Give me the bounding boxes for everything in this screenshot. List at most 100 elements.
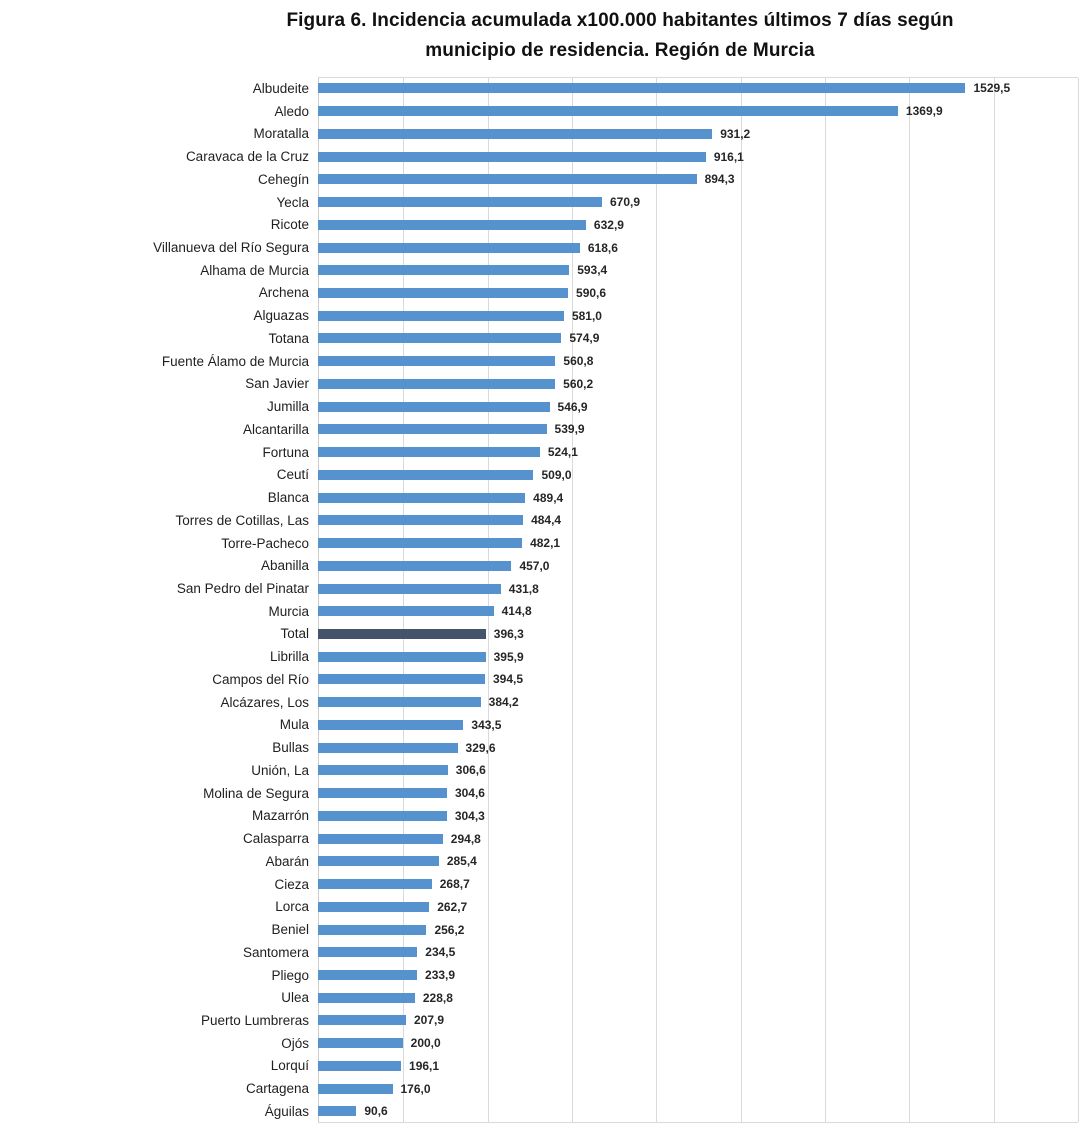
chart-row: Villanueva del Río Segura 618,6 [0,236,1080,259]
bar-track: 574,9 [318,327,1080,350]
category-label: Lorquí [270,1058,309,1074]
bar [318,765,448,776]
bar [318,992,415,1003]
chart-row: San Pedro del Pinatar 431,8 [0,577,1080,600]
chart-row: Cartagena 176,0 [0,1077,1080,1100]
value-label: 457,0 [519,558,550,573]
gridline [993,78,995,1122]
bar-track: 560,8 [318,350,1080,373]
gridline [740,78,742,1122]
bar-chart: Albudeite 1529,5 Aledo 1369,9 Moratalla 931,2… [0,77,1080,1125]
category-label: Cehegín [257,171,309,187]
bar-track: 618,6 [318,236,1080,259]
bar [318,378,556,389]
value-label: 196,1 [409,1058,440,1073]
bar-track: 414,8 [318,600,1080,623]
bar [318,810,447,821]
category-label: Murcia [268,603,309,619]
bar-track: 431,8 [318,577,1080,600]
category-label: Calasparra [242,831,309,847]
category-label: Aledo [274,103,309,119]
category-label: Cieza [274,876,309,892]
bar [318,606,494,617]
chart-row: Jumilla 546,9 [0,395,1080,418]
bar [318,174,697,185]
bar-track: 539,9 [318,418,1080,441]
bar [318,492,526,503]
bar-track: 581,0 [318,304,1080,327]
chart-row: San Javier 560,2 [0,373,1080,396]
bar-track: 306,6 [318,759,1080,782]
bar [318,515,524,526]
chart-row: Mula 343,5 [0,714,1080,737]
value-label: 396,3 [493,626,524,641]
bar [318,538,523,549]
category-label: Jumilla [266,399,309,415]
chart-row: Moratalla 931,2 [0,122,1080,145]
bar [318,424,547,435]
category-label: Moratalla [253,126,309,142]
value-label: 329,6 [465,740,496,755]
category-label: Ulea [281,990,309,1006]
value-label: 574,9 [569,331,600,346]
chart-row: Mazarrón 304,3 [0,805,1080,828]
bar [318,742,458,753]
category-label: Alhama de Murcia [200,262,309,278]
bar-track: 1369,9 [318,100,1080,123]
bar-track: 343,5 [318,714,1080,737]
chart-row: Calasparra 294,8 [0,827,1080,850]
bar [318,1060,402,1071]
value-label: 395,9 [493,649,524,664]
category-label: Campos del Río [212,671,309,687]
bar-track: 268,7 [318,873,1080,896]
value-label: 304,3 [454,808,485,823]
bar-track: 262,7 [318,895,1080,918]
value-label: 200,0 [410,1036,441,1051]
plot-area [318,77,1079,1123]
value-label: 256,2 [434,922,465,937]
value-label: 560,2 [563,376,594,391]
value-label: 484,4 [531,513,562,528]
bar-track: 256,2 [318,918,1080,941]
value-label: 560,8 [563,354,594,369]
chart-row: Alhama de Murcia 593,4 [0,259,1080,282]
category-label: Ricote [270,217,309,233]
bar-track: 285,4 [318,850,1080,873]
chart-row: Beniel 256,2 [0,918,1080,941]
bar-track: 176,0 [318,1077,1080,1100]
value-label: 234,5 [425,945,456,960]
bar [318,924,427,935]
value-label: 394,5 [493,672,524,687]
chart-row: Santomera 234,5 [0,941,1080,964]
bar [318,674,485,685]
bar [318,287,569,298]
category-label: Total [280,626,309,642]
chart-row: Ulea 228,8 [0,986,1080,1009]
bar-total [318,628,486,639]
bar [318,83,966,94]
bar-track: 1529,5 [318,77,1080,100]
category-label: Albudeite [252,80,309,96]
bar-track: 200,0 [318,1032,1080,1055]
category-label: Blanca [267,490,309,506]
chart-row: Águilas 90,6 [0,1100,1080,1123]
value-label: 306,6 [455,763,486,778]
value-label: 233,9 [425,968,456,982]
bar [318,947,418,958]
category-label: Molina de Segura [203,785,309,801]
bar-track: 593,4 [318,259,1080,282]
value-label: 1529,5 [973,81,1011,96]
chart-row: Albudeite 1529,5 [0,77,1080,100]
value-label: 90,6 [364,1104,388,1119]
chart-row: Pliego 233,9 [0,964,1080,987]
bar [318,901,430,912]
bar-track: 233,9 [318,964,1080,987]
gridline [487,78,489,1122]
category-label: Abanilla [260,558,309,574]
bar [318,1038,403,1049]
value-label: 581,0 [571,308,602,323]
bar-track: 384,2 [318,691,1080,714]
category-label: Bullas [272,740,309,756]
chart-row: Puerto Lumbreras 207,9 [0,1009,1080,1032]
bar-track: 395,9 [318,645,1080,668]
